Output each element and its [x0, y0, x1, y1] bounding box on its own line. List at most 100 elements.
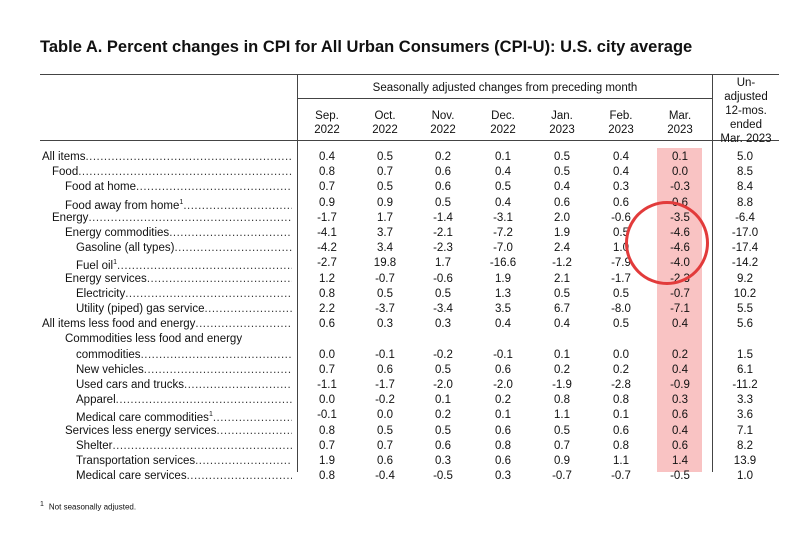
- table-cell: 19.8: [373, 257, 397, 270]
- unadjusted-header-line: Mar. 2023: [720, 133, 772, 145]
- table-cell: -7.1: [670, 303, 690, 315]
- table-cell: 0.2: [672, 348, 688, 361]
- table-cell: 0.4: [613, 166, 629, 179]
- table-cell: 0.5: [377, 287, 393, 300]
- table-cell: 0.5: [613, 318, 629, 331]
- table-cell: 0.5: [554, 287, 570, 300]
- table-cell: -8.0: [611, 303, 631, 315]
- red-circle-annotation: [625, 201, 709, 285]
- table-cell: 0.6: [377, 455, 393, 467]
- table-cell: 0.4: [495, 196, 511, 209]
- row-label-text: Commodities less food and energy: [65, 333, 243, 346]
- table-cell: -7.9: [611, 257, 631, 270]
- table-cell: 3.6: [737, 409, 753, 422]
- table-cell: 0.5: [554, 424, 570, 437]
- row-label-text: All items less food and energy: [42, 318, 196, 331]
- table-cell: 0.6: [672, 409, 688, 422]
- month-header-line: Dec.: [491, 110, 515, 122]
- table-cell: 8.8: [737, 196, 753, 209]
- table-cell: 0.7: [319, 363, 335, 376]
- table-cell: 1.5: [737, 348, 753, 361]
- table-cell: 0.6: [495, 455, 511, 467]
- table-cell: 0.7: [554, 439, 570, 452]
- table-cell: 0.5: [435, 287, 451, 300]
- month-header: Nov. 2022: [413, 109, 473, 137]
- table-cell: 0.4: [672, 363, 688, 376]
- row-label: Electricity.............................…: [76, 287, 292, 301]
- table-cell: 1.9: [495, 272, 511, 285]
- row-label-text: Electricity: [76, 287, 126, 300]
- table-cell: -2.0: [493, 379, 513, 391]
- dot-leader: ........................................…: [174, 242, 292, 255]
- row-label: Medical care services...................…: [76, 469, 292, 483]
- table-cell: 0.5: [495, 181, 511, 194]
- month-header: Mar. 2023: [650, 109, 710, 137]
- table-cell: 0.6: [672, 439, 688, 452]
- row-label-footnote-mark: 1: [208, 411, 213, 419]
- table-cell: 0.5: [554, 151, 570, 163]
- table-cell: 1.7: [435, 257, 451, 270]
- table-cell: -0.1: [317, 409, 337, 422]
- table-cell: 2.2: [319, 303, 335, 315]
- table-cell: 6.1: [737, 363, 753, 376]
- dot-leader: ........................................…: [186, 470, 292, 483]
- table-cell: -6.4: [735, 211, 755, 224]
- table-cell: 0.0: [319, 348, 335, 361]
- table-cell: 0.8: [613, 439, 629, 452]
- table-cell: -16.6: [489, 257, 517, 270]
- table-cell: -7.0: [493, 242, 513, 255]
- month-header-line: Oct.: [374, 110, 396, 122]
- month-header-line: 2023: [549, 124, 575, 136]
- table-cell: 0.1: [435, 394, 451, 407]
- row-label: Food away from home1....................…: [65, 196, 292, 213]
- table-cell: -1.7: [611, 272, 631, 285]
- table-cell: 0.2: [435, 409, 451, 422]
- table-cell: 0.8: [319, 424, 335, 437]
- dot-leader: ........................................…: [184, 379, 292, 391]
- table-cell: 0.4: [495, 166, 511, 179]
- row-label-text: Utility (piped) gas service: [76, 303, 205, 315]
- unadjusted-header: Un- adjusted 12-mos. ended Mar. 2023: [713, 76, 779, 146]
- unadjusted-header-line: Un-: [736, 77, 756, 89]
- dot-leader: ........................................…: [183, 199, 292, 212]
- month-header-line: 2023: [667, 124, 693, 136]
- month-header: Feb. 2023: [591, 109, 651, 137]
- dot-leader: ........................................…: [212, 412, 292, 425]
- table-cell: 0.4: [672, 424, 688, 437]
- table-cell: 0.9: [377, 196, 393, 209]
- dot-leader: ........................................…: [116, 260, 292, 273]
- table-cell: 2.0: [554, 211, 570, 224]
- table-cell: 0.6: [435, 439, 451, 452]
- table-cell: 0.1: [613, 409, 629, 422]
- table-cell: 8.2: [737, 439, 753, 452]
- table-cell: 2.1: [554, 272, 570, 285]
- table-cell: 0.0: [613, 348, 629, 361]
- table-cell: 0.5: [435, 363, 451, 376]
- table-cell: 1.4: [672, 455, 688, 467]
- table-cell: 0.2: [495, 394, 511, 407]
- table-cell: -2.8: [611, 379, 631, 391]
- row-label: Food at home............................…: [65, 180, 292, 194]
- table-cell: 0.7: [377, 439, 393, 452]
- table-cell: 0.8: [613, 394, 629, 407]
- table-cell: 3.4: [377, 242, 393, 255]
- table-cell: 8.4: [737, 181, 753, 194]
- table-cell: -7.2: [493, 227, 513, 239]
- table-cell: -2.3: [433, 242, 453, 255]
- dot-leader: ........................................…: [78, 166, 292, 179]
- dot-leader: ........................................…: [135, 181, 292, 194]
- table-cell: -0.7: [375, 272, 395, 285]
- table-cell: 0.5: [377, 181, 393, 194]
- table-cell: 0.5: [613, 287, 629, 300]
- table-cell: 0.7: [377, 166, 393, 179]
- table-cell: -1.9: [552, 379, 572, 391]
- table-cell: -0.1: [375, 348, 395, 361]
- table-cell: 0.4: [319, 151, 335, 163]
- row-label: Utility (piped) gas service.............…: [76, 302, 292, 316]
- month-header-line: Nov.: [431, 110, 455, 122]
- table-cell: 0.0: [377, 409, 393, 422]
- row-label: Shelter.................................…: [76, 439, 292, 453]
- table-cell: -0.2: [375, 394, 395, 407]
- row-label-text: Food at home: [65, 181, 136, 194]
- table-cell: -4.1: [317, 227, 337, 239]
